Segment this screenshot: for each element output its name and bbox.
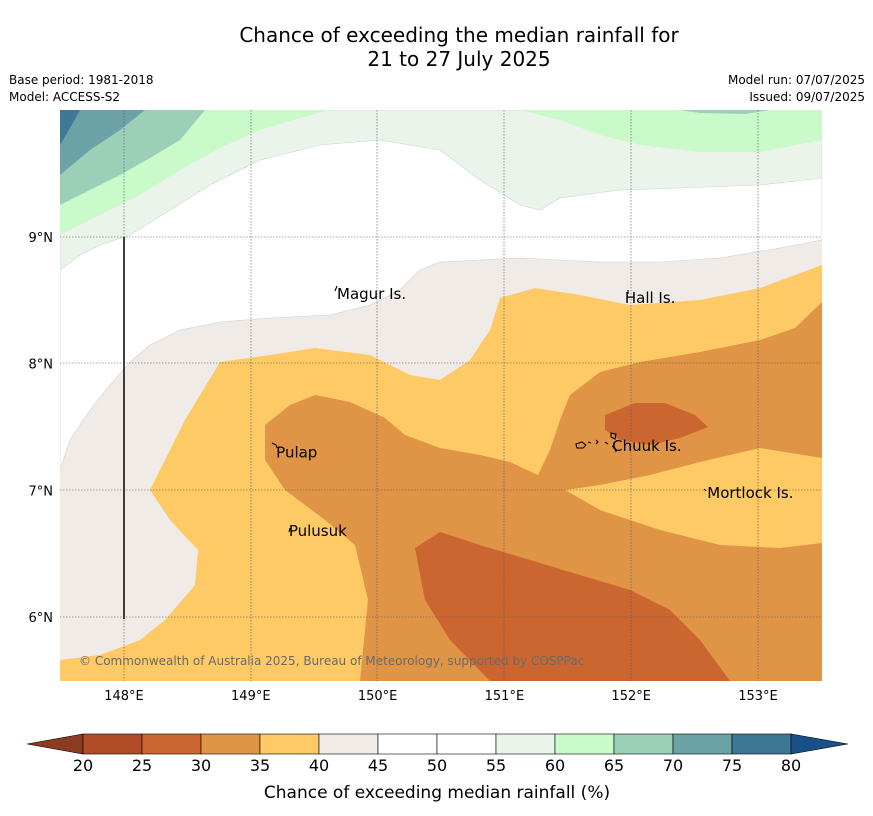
- contour-fields: [60, 110, 822, 681]
- latitude-tick-label: 9°N: [29, 231, 54, 246]
- magur-island-shape: [334, 285, 338, 292]
- colorbar-swatch: [672, 733, 733, 755]
- colorbar-tick-label: 30: [191, 756, 211, 775]
- contour-30-35: [60, 302, 822, 681]
- chart-title-line-2: 21 to 27 July 2025: [367, 47, 551, 71]
- longitude-ticks: 148°E 149°E 150°E 151°E 152°E 153°E: [104, 689, 778, 704]
- colorbar-swatch: [141, 733, 202, 755]
- longitude-tick-label: 151°E: [485, 689, 525, 704]
- longitude-tick-label: 152°E: [611, 689, 651, 704]
- pulusuk-island-shape: [288, 527, 291, 533]
- place-label: Mortlock Is.: [707, 484, 793, 502]
- model-label: Model: ACCESS-S2: [9, 90, 121, 104]
- place-label: Pulusuk: [289, 522, 347, 540]
- colorbar-swatch: [82, 733, 143, 755]
- latitude-tick-label: 8°N: [29, 358, 54, 373]
- contour-55-60: [60, 110, 822, 271]
- latitude-tick-label: 6°N: [29, 611, 54, 626]
- colorbar-swatch: [554, 733, 615, 755]
- colorbar-tick-label: 55: [486, 756, 506, 775]
- longitude-tick-label: 149°E: [231, 689, 271, 704]
- colorbar-swatch: [495, 733, 556, 755]
- colorbar-swatch: [731, 733, 792, 755]
- colorbar-tick-label: 25: [132, 756, 152, 775]
- longitude-tick-label: 153°E: [738, 689, 778, 704]
- colorbar-swatch: [200, 733, 261, 755]
- latitude-ticks: 9°N 8°N 7°N 6°N: [29, 231, 54, 626]
- colorbar-tick-label: 75: [722, 756, 742, 775]
- colorbar-tick-label: 65: [604, 756, 624, 775]
- island-outlines: [271, 285, 707, 533]
- mortlock-island-shape: [703, 488, 707, 492]
- pulap-island-shape: [271, 442, 278, 449]
- colorbar-tick-label: 80: [781, 756, 801, 775]
- place-label: Hall Is.: [625, 289, 676, 307]
- place-label: Chuuk Is.: [612, 437, 681, 455]
- place-labels: Magur Is. Hall Is. Pulap Chuuk Is. Mortlock …: [276, 285, 793, 540]
- chart-title-line-1: Chance of exceeding the median rainfall …: [239, 23, 679, 47]
- colorbar-tick-label: 60: [545, 756, 565, 775]
- longitude-tick-label: 148°E: [104, 689, 144, 704]
- colorbar: 20 25 30 35 40 45 50 55 60 65 70 75 80: [26, 733, 849, 775]
- colorbar-under-arrow: [26, 733, 84, 755]
- contour-45-55: [60, 110, 822, 471]
- place-label: Magur Is.: [337, 285, 406, 303]
- place-label: Pulap: [276, 443, 317, 461]
- colorbar-tick-label: 20: [73, 756, 93, 775]
- colorbar-swatch: [377, 733, 438, 755]
- contour-25-30-south: [415, 532, 730, 681]
- base-period-label: Base period: 1981-2018: [9, 73, 154, 87]
- colorbar-tick-label: 50: [427, 756, 447, 775]
- contour-60-65-ne: [680, 110, 770, 114]
- colorbar-swatch: [318, 733, 379, 755]
- longitude-tick-label: 150°E: [358, 689, 398, 704]
- contour-75-80: [60, 110, 80, 145]
- colorbar-tick-label: 70: [663, 756, 683, 775]
- latitude-tick-label: 7°N: [29, 484, 54, 499]
- colorbar-tick-label: 45: [368, 756, 388, 775]
- issued-label: Issued: 09/07/2025: [749, 90, 865, 104]
- colorbar-swatch: [259, 733, 320, 755]
- contour-60-65: [60, 110, 822, 235]
- colorbar-swatch: [436, 733, 497, 755]
- colorbar-swatch: [613, 733, 674, 755]
- colorbar-over-arrow: [790, 733, 849, 755]
- colorbar-tick-label: 40: [309, 756, 329, 775]
- colorbar-tick-label: 35: [250, 756, 270, 775]
- copyright-note: © Commonwealth of Australia 2025, Bureau…: [79, 654, 584, 668]
- colorbar-label: Chance of exceeding median rainfall (%): [264, 783, 610, 803]
- chuuk-island-shape: [575, 432, 617, 453]
- model-run-label: Model run: 07/07/2025: [727, 73, 865, 87]
